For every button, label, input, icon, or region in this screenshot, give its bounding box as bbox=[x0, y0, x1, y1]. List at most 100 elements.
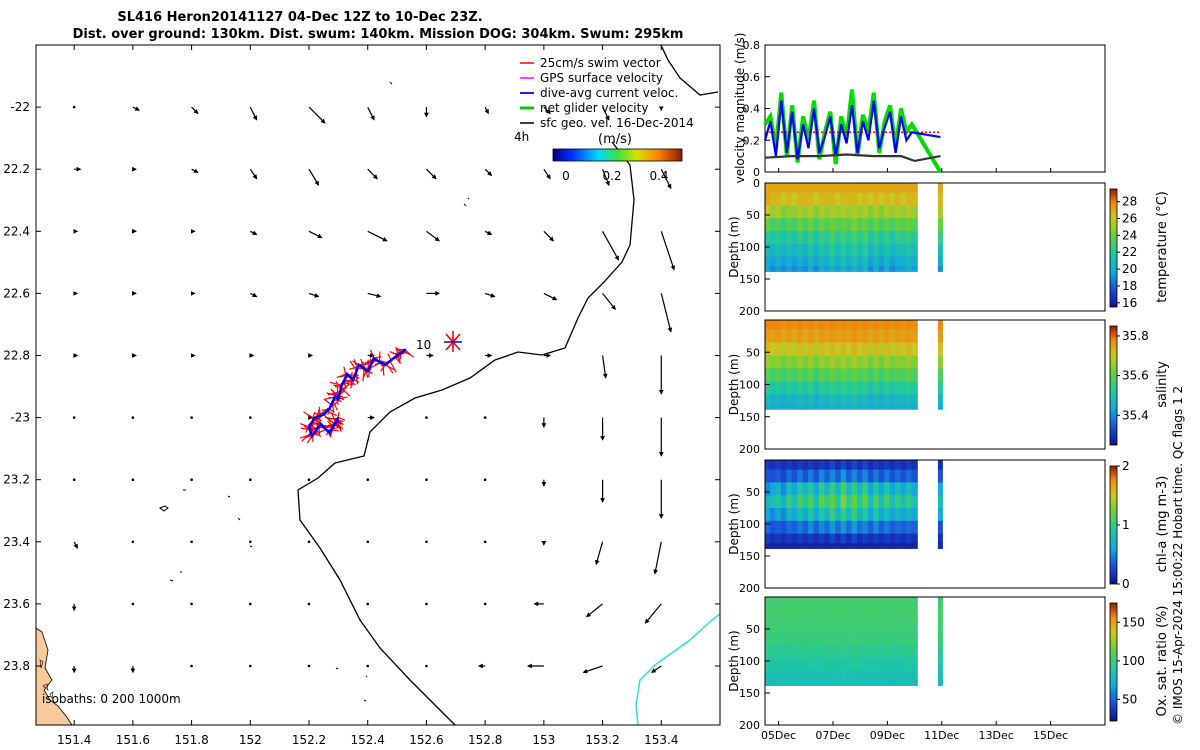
legend-label: GPS surface velocity bbox=[540, 71, 663, 85]
section-cell bbox=[786, 256, 793, 267]
section-cell bbox=[818, 394, 826, 405]
section-cell bbox=[764, 205, 771, 219]
section-cell bbox=[873, 320, 880, 331]
section-cell bbox=[937, 329, 943, 344]
section-cell bbox=[780, 183, 788, 194]
current-vector bbox=[425, 602, 428, 606]
map-y-tick-label: 23.8 bbox=[3, 659, 30, 673]
section-cell bbox=[895, 520, 902, 535]
section-cell bbox=[937, 657, 943, 672]
map-x-tick-label: 152 bbox=[239, 733, 262, 747]
section-cell bbox=[775, 469, 782, 483]
section-cell bbox=[775, 342, 782, 357]
colorbar-title: (m/s) bbox=[598, 132, 632, 147]
section-cell bbox=[818, 670, 826, 681]
section-cell bbox=[829, 342, 837, 357]
current-vector bbox=[484, 230, 493, 236]
section-cell bbox=[862, 619, 869, 633]
section-cell bbox=[857, 243, 864, 258]
section-cell bbox=[797, 320, 804, 331]
map-panel: 151.4 151.6 151.8 152 152.2 152.4 152.6 152.8 15… bbox=[3, 44, 721, 747]
section-cell bbox=[867, 657, 875, 672]
map-x-tick-label: 152.6 bbox=[409, 733, 443, 747]
section-cell bbox=[835, 329, 842, 344]
section-cell bbox=[900, 606, 907, 620]
section-cell bbox=[857, 183, 864, 194]
section-cell bbox=[884, 680, 891, 686]
current-vector bbox=[484, 292, 496, 298]
section-cell bbox=[775, 231, 782, 245]
section-cell bbox=[937, 368, 943, 382]
section-cell bbox=[905, 543, 913, 549]
section-colorbar-label: salinity bbox=[1155, 361, 1170, 408]
swim-vector bbox=[394, 356, 402, 364]
section-cell bbox=[764, 243, 771, 258]
section-cell bbox=[840, 597, 848, 608]
section-cell bbox=[873, 394, 880, 405]
section-cell bbox=[802, 460, 809, 471]
section-cell bbox=[895, 533, 902, 544]
section-cell bbox=[857, 482, 864, 496]
section-cell bbox=[889, 619, 896, 633]
section-cell bbox=[867, 680, 875, 686]
section-cell bbox=[813, 256, 820, 267]
section-cell bbox=[835, 533, 842, 544]
current-vector bbox=[484, 106, 489, 115]
section-cell bbox=[808, 381, 815, 395]
section-cell bbox=[835, 680, 842, 686]
section-cell bbox=[851, 320, 858, 331]
section-cell bbox=[829, 218, 837, 232]
section-cell bbox=[829, 266, 837, 272]
section-cell bbox=[769, 508, 777, 522]
section-cell bbox=[769, 495, 777, 509]
section-cell bbox=[829, 368, 837, 382]
section-cell bbox=[840, 243, 848, 258]
time-x-tick-label: 05Dec bbox=[761, 729, 796, 742]
section-cell bbox=[824, 619, 831, 633]
section-cell bbox=[824, 231, 831, 245]
map-x-tick-label: 151.8 bbox=[174, 733, 208, 747]
swim-vector bbox=[349, 360, 358, 372]
section-cell bbox=[835, 597, 842, 608]
section-cell bbox=[862, 680, 869, 686]
section-cell bbox=[797, 218, 804, 232]
section-cell bbox=[818, 606, 826, 620]
section-cell bbox=[873, 533, 880, 544]
section-cell bbox=[867, 266, 875, 272]
section-cell bbox=[937, 205, 943, 219]
section-cell bbox=[786, 520, 793, 535]
section-cell bbox=[791, 266, 799, 272]
current-vector-field bbox=[71, 105, 676, 674]
section-cell bbox=[857, 645, 864, 659]
section-cell bbox=[813, 533, 820, 544]
section-cell bbox=[769, 218, 777, 232]
section-cell bbox=[769, 329, 777, 344]
section-cell bbox=[808, 619, 815, 633]
section-cell bbox=[900, 355, 907, 369]
section-cell bbox=[900, 460, 907, 471]
section-cell bbox=[813, 368, 820, 382]
section-cell bbox=[802, 243, 809, 258]
section-cell bbox=[862, 368, 869, 382]
section-cell bbox=[851, 329, 858, 344]
section-cell bbox=[802, 394, 809, 405]
section-cell bbox=[797, 597, 804, 608]
section-cell bbox=[889, 657, 896, 672]
section-cell bbox=[911, 469, 918, 483]
section-cell bbox=[937, 342, 943, 357]
current-vector bbox=[366, 602, 370, 606]
map-x-tick-label: 151.6 bbox=[116, 733, 150, 747]
section-cell bbox=[873, 482, 880, 496]
section-colorbar-tick-label: 20 bbox=[1122, 262, 1137, 276]
map-background bbox=[36, 45, 720, 725]
section-cell bbox=[911, 543, 918, 549]
section-cell bbox=[818, 533, 826, 544]
section-cell bbox=[937, 597, 943, 608]
section-cell bbox=[846, 266, 853, 272]
section-cell bbox=[937, 231, 943, 245]
current-vector bbox=[190, 416, 193, 419]
section-cell bbox=[905, 657, 913, 672]
section-cell bbox=[889, 632, 896, 646]
section-cell bbox=[764, 320, 771, 331]
section-cell bbox=[867, 355, 875, 369]
